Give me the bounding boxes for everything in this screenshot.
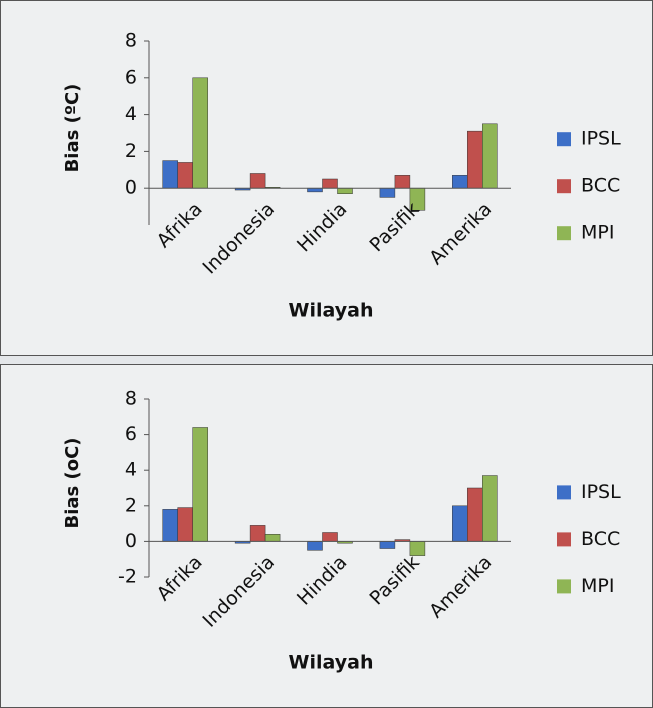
legend-swatch xyxy=(557,226,571,241)
bar xyxy=(337,187,353,194)
x-tick-label: Pasifik xyxy=(366,551,424,609)
x-tick-label: Hindia xyxy=(293,551,351,609)
y-tick-label: 0 xyxy=(125,530,137,552)
bar xyxy=(409,541,426,556)
legend-swatch xyxy=(557,579,571,594)
bar xyxy=(467,130,483,189)
y-tick-label: 6 xyxy=(125,423,137,445)
y-tick-label: 2 xyxy=(125,140,137,162)
bar xyxy=(379,187,396,198)
legend-label: IPSL xyxy=(581,128,621,150)
legend-label: MPI xyxy=(581,222,614,244)
x-tick-label: Pasifik xyxy=(366,198,424,256)
bar xyxy=(482,123,498,189)
bar xyxy=(452,505,468,542)
legend-label: BCC xyxy=(581,528,620,550)
x-axis-label: Wilayah xyxy=(289,300,374,322)
bar xyxy=(177,162,193,189)
y-tick-label: 6 xyxy=(125,66,137,88)
bar xyxy=(162,509,178,542)
x-tick-label: Indonesia xyxy=(198,551,279,632)
legend-swatch xyxy=(557,179,571,194)
bar xyxy=(249,173,266,189)
bar xyxy=(322,178,338,189)
x-tick-label: Afrika xyxy=(153,198,207,252)
legend-swatch xyxy=(557,132,571,147)
bar xyxy=(264,534,281,542)
legend-swatch xyxy=(557,532,571,547)
bar xyxy=(307,187,323,193)
y-tick-label: 4 xyxy=(125,459,137,481)
bar xyxy=(177,507,193,542)
bar xyxy=(162,160,178,189)
y-axis-label: Bias (oC) xyxy=(62,437,83,528)
x-tick-label: Amerika xyxy=(425,551,496,622)
bar xyxy=(452,175,468,189)
bar xyxy=(249,525,266,542)
y-axis-label: Bias (ºC) xyxy=(62,84,83,173)
y-tick-label: 8 xyxy=(125,30,137,52)
x-axis-label: Wilayah xyxy=(289,652,374,674)
y-tick-label: -2 xyxy=(118,566,137,588)
legend-swatch xyxy=(557,485,571,500)
x-tick-label: Indonesia xyxy=(198,198,279,279)
bar xyxy=(467,487,483,542)
legend-label: IPSL xyxy=(581,481,621,503)
bar xyxy=(192,77,208,189)
x-tick-label: Amerika xyxy=(425,198,496,269)
x-tick-label: Afrika xyxy=(153,551,207,605)
bar xyxy=(482,475,498,542)
x-tick-label: Hindia xyxy=(293,198,351,256)
bar xyxy=(322,532,338,542)
bar xyxy=(307,541,323,551)
y-tick-label: 2 xyxy=(125,494,137,516)
y-tick-label: 4 xyxy=(125,103,137,125)
legend-label: BCC xyxy=(581,175,620,197)
bar xyxy=(394,175,411,189)
legend-label: MPI xyxy=(581,575,614,597)
bar xyxy=(379,541,396,549)
y-tick-label: 8 xyxy=(125,388,137,410)
bar xyxy=(192,427,208,542)
y-tick-label: 0 xyxy=(125,177,137,199)
